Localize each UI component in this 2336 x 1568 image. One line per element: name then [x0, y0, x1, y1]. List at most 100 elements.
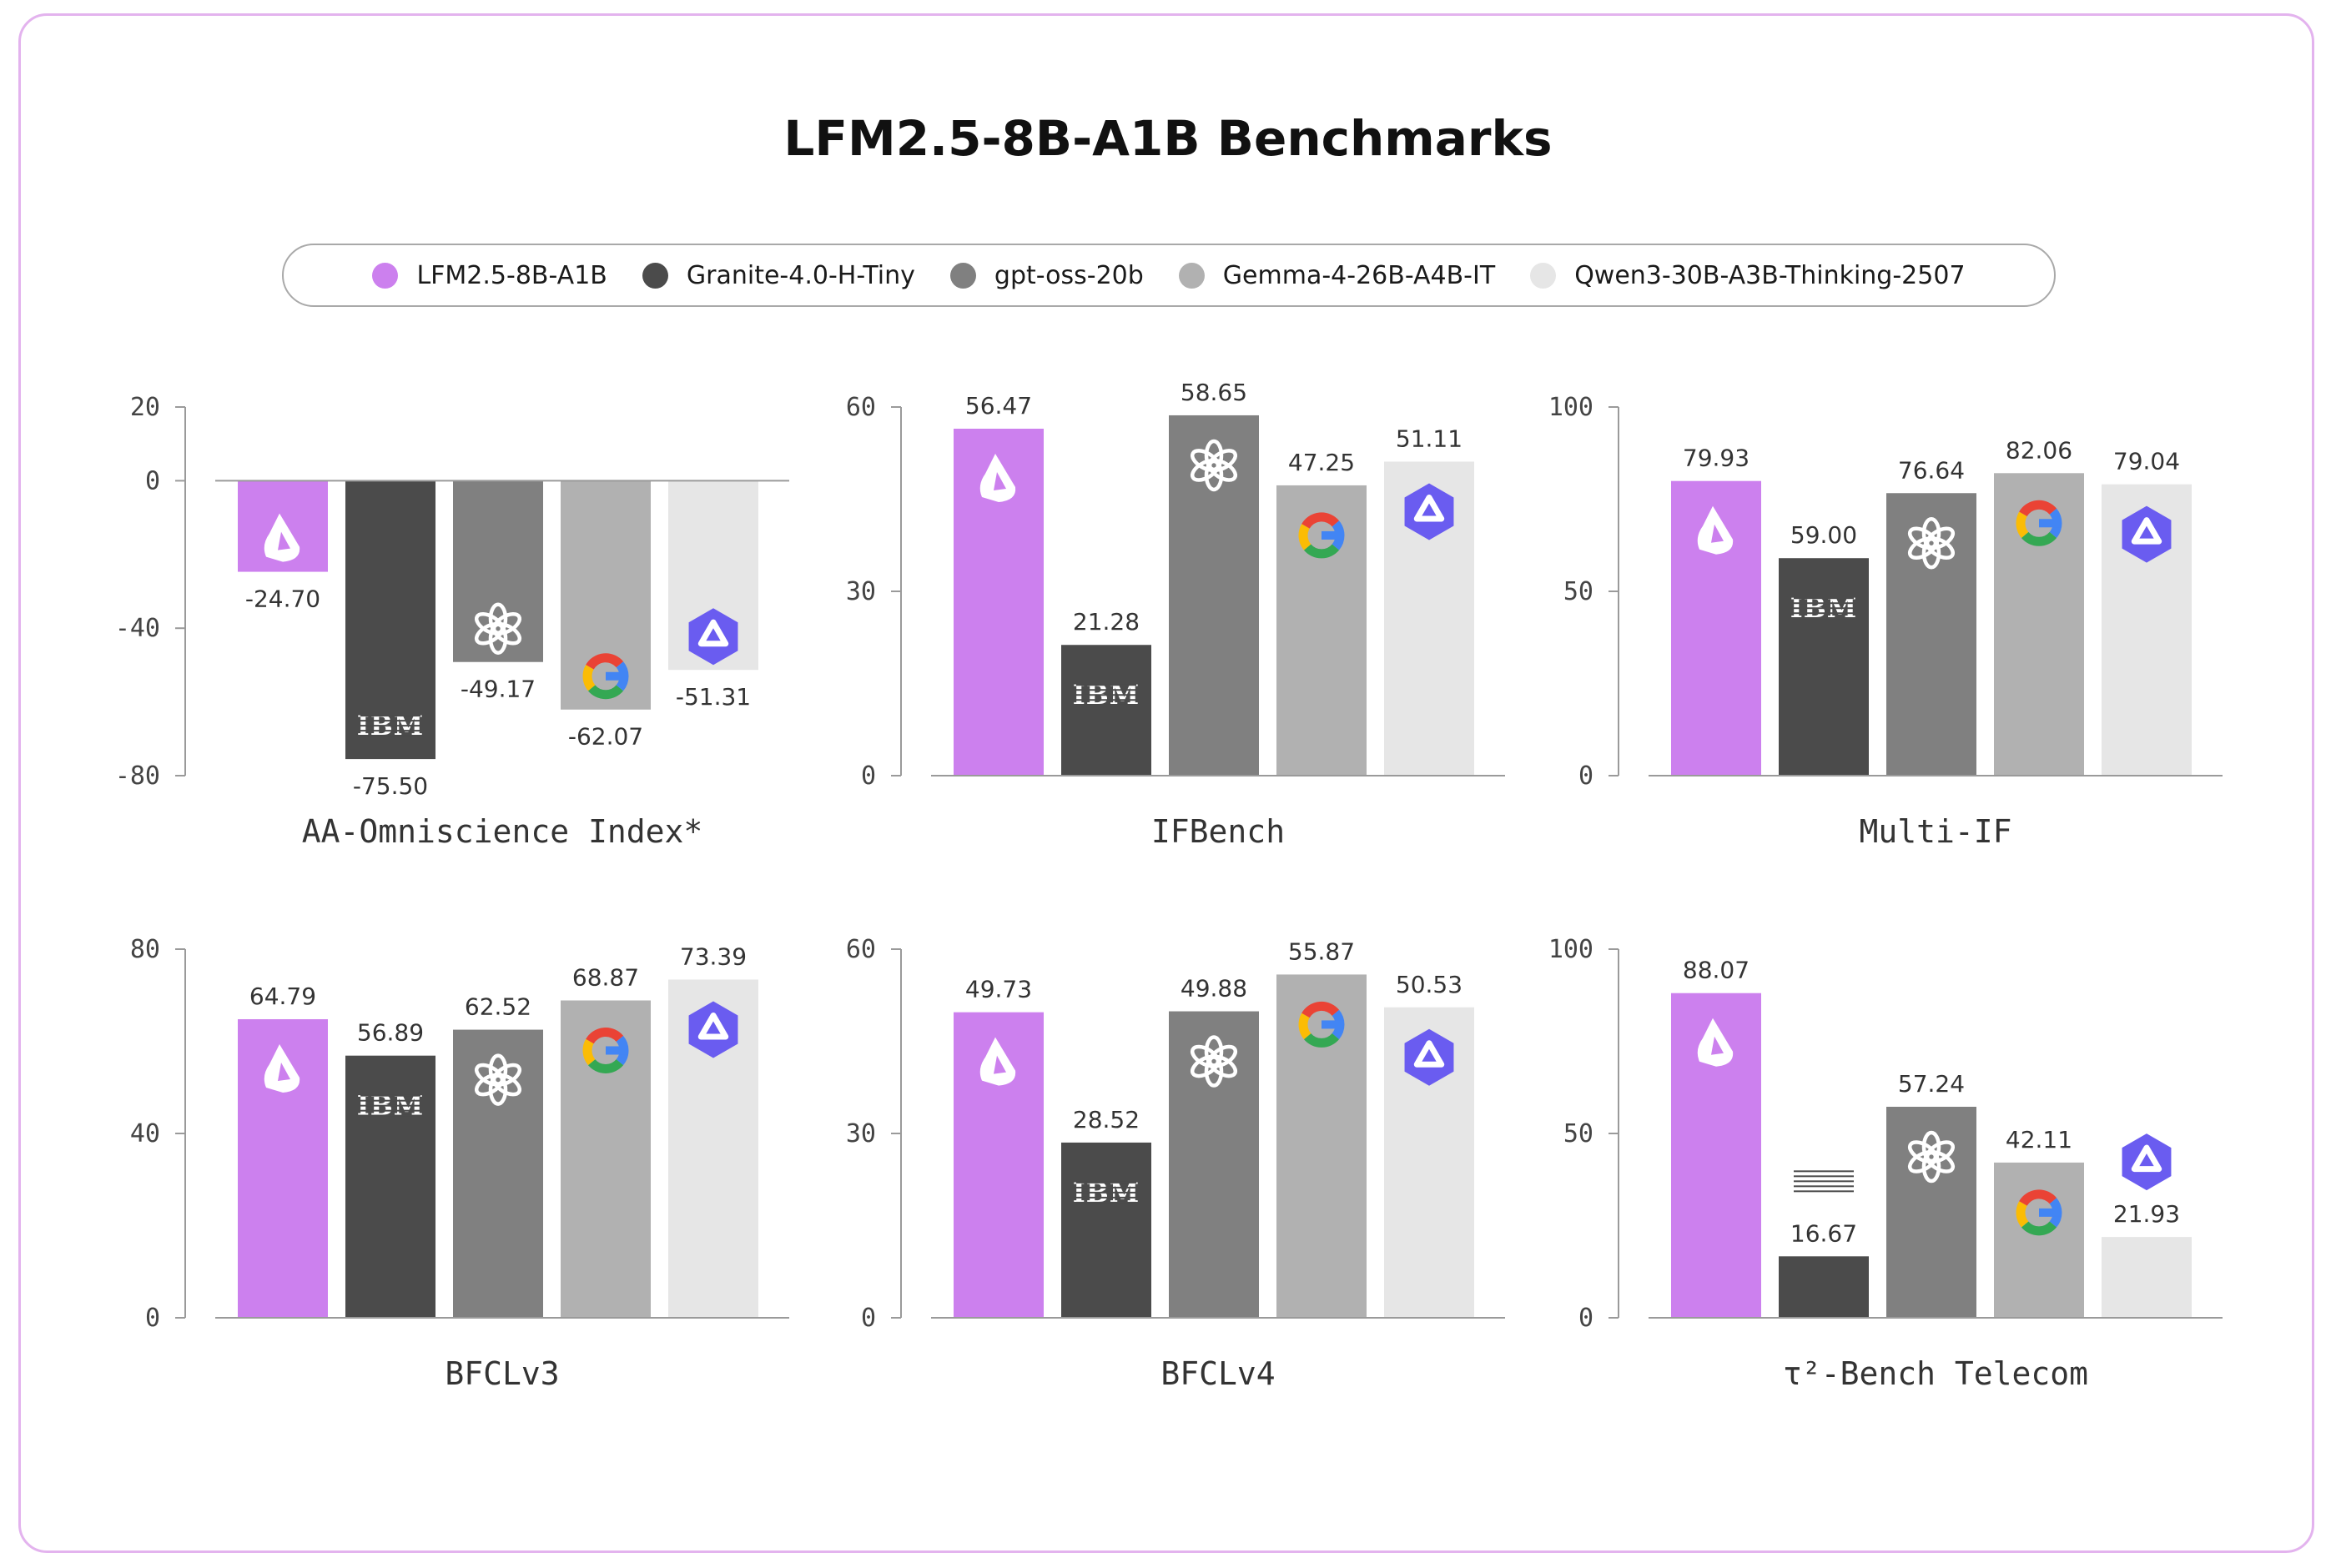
bar-value-label: 76.64 — [1898, 456, 1965, 484]
y-tick-label: 20 — [130, 393, 160, 422]
bar — [1276, 974, 1367, 1318]
openai-logo-icon — [1190, 1035, 1238, 1088]
y-tick-label: -80 — [115, 761, 160, 791]
liquid-logo-icon — [1697, 505, 1734, 555]
qwen-logo-icon — [688, 608, 738, 666]
bar — [1779, 558, 1869, 776]
bar-value-label: 16.67 — [1790, 1219, 1857, 1247]
y-tick-label: 100 — [1548, 393, 1593, 422]
bar-value-label: 49.73 — [965, 976, 1032, 1003]
openai-logo-icon — [1190, 439, 1238, 492]
legend-label: Qwen3-30B-A3B-Thinking-2507 — [1574, 260, 1966, 290]
bar-value-label: 56.47 — [965, 392, 1032, 420]
y-tick-label: 0 — [1578, 761, 1593, 791]
bar — [1994, 473, 2084, 776]
qwen-logo-icon — [688, 1001, 738, 1058]
legend-item-qwen: Qwen3-30B-A3B-Thinking-2507 — [1530, 260, 1966, 290]
legend-item-gpt-oss: gpt-oss-20b — [949, 260, 1144, 290]
bar — [1886, 1106, 1976, 1318]
bar-value-label: 58.65 — [1181, 379, 1247, 406]
bar-value-label: 55.87 — [1288, 937, 1355, 965]
legend-label: gpt-oss-20b — [994, 260, 1144, 290]
openai-logo-icon — [474, 602, 522, 655]
bar-value-label: 82.06 — [2006, 436, 2072, 464]
bar-value-label: -75.50 — [353, 772, 428, 800]
bar — [345, 480, 435, 760]
chart-panel: 20 0 -40 -80 -24.70 IBM -75.50 -49.17 -62.07 -51.… — [115, 393, 789, 850]
bar-value-label: 79.04 — [2113, 448, 2180, 475]
legend-swatch — [949, 262, 976, 289]
y-tick-label: 50 — [1563, 1119, 1593, 1148]
ibm-logo-icon: IBM — [1790, 592, 1856, 624]
chart-panel: 60 30 0 56.47 IBM 21.28 58.65 47.25 51.11 IFBench — [846, 379, 1505, 850]
bar — [2102, 1237, 2192, 1318]
qwen-logo-icon — [1404, 483, 1454, 540]
chart-subtitle: Multi-IF — [1859, 813, 2011, 850]
google-logo-icon — [1298, 1001, 1345, 1048]
bar-value-label: 79.93 — [1683, 445, 1749, 472]
liquid-logo-icon — [979, 454, 1016, 503]
openai-logo-icon — [1907, 517, 1956, 570]
y-tick-label: 40 — [130, 1119, 160, 1148]
bar — [1994, 1162, 2084, 1318]
chart-panel: 60 30 0 49.73 IBM 28.52 49.88 55.87 50.53 BFCLv4 — [846, 935, 1505, 1392]
bar-value-label: -49.17 — [461, 676, 536, 703]
bar-value-label: 47.25 — [1288, 449, 1355, 476]
bar-value-label: 28.52 — [1073, 1106, 1140, 1133]
legend: LFM2.5-8B-A1B Granite-4.0-H-Tiny gpt-oss… — [282, 244, 2056, 307]
y-tick-label: 0 — [861, 761, 876, 791]
google-logo-icon — [2016, 500, 2062, 546]
qwen-logo-icon — [2122, 505, 2172, 563]
liquid-logo-icon — [979, 1037, 1016, 1086]
bar — [1779, 1256, 1869, 1318]
chart-subtitle: τ²-Bench Telecom — [1783, 1355, 2088, 1392]
bar-value-label: -24.70 — [245, 585, 320, 613]
bar-value-label: 56.89 — [357, 1019, 424, 1047]
bar-value-label: 21.93 — [2113, 1200, 2180, 1228]
bar-value-label: 62.52 — [465, 993, 531, 1021]
ibm-logo-icon: IBM — [1073, 679, 1139, 711]
bar-value-label: 68.87 — [572, 963, 639, 991]
google-logo-icon — [582, 1028, 629, 1073]
y-tick-label: 80 — [130, 935, 160, 964]
bar-value-label: -51.31 — [676, 683, 751, 711]
ibm-logo-icon: IBM — [1073, 1177, 1139, 1209]
liquid-logo-icon — [264, 1044, 300, 1093]
bar-value-label: 59.00 — [1790, 521, 1857, 549]
y-tick-label: 30 — [846, 577, 876, 606]
legend-label: LFM2.5-8B-A1B — [416, 260, 607, 290]
chart-subtitle: IFBench — [1151, 813, 1285, 850]
bar-value-label: 49.88 — [1181, 975, 1247, 1003]
bar-value-label: 50.53 — [1396, 971, 1463, 998]
bar-value-label: 21.28 — [1073, 608, 1140, 636]
legend-label: Gemma-4-26B-A4B-IT — [1222, 260, 1496, 290]
y-tick-label: 0 — [145, 466, 160, 495]
y-tick-label: 0 — [145, 1304, 160, 1333]
liquid-logo-icon — [1697, 1018, 1734, 1067]
bar — [561, 480, 651, 710]
legend-label: Granite-4.0-H-Tiny — [686, 260, 915, 290]
y-tick-label: 100 — [1548, 935, 1593, 964]
legend-item-lfm: LFM2.5-8B-A1B — [372, 261, 607, 290]
y-tick-label: 0 — [861, 1304, 876, 1333]
y-tick-label: 60 — [846, 935, 876, 964]
bar — [1276, 485, 1367, 776]
chart-subtitle: BFCLv3 — [445, 1355, 559, 1392]
google-logo-icon — [2016, 1189, 2062, 1236]
bar — [1169, 1011, 1259, 1318]
y-tick-label: 50 — [1563, 577, 1593, 606]
bar — [1061, 1142, 1151, 1318]
chart-panel: 100 50 0 79.93 IBM 59.00 76.64 82.06 79.04 Multi-… — [1548, 393, 2223, 850]
chart-panel: 80 40 0 64.79 IBM 56.89 62.52 68.87 73.39 BFCLv3 — [130, 935, 789, 1392]
bar — [345, 1055, 435, 1318]
chart-panel: 100 50 0 88.07 IBM 16.67 57.24 42.11 21.93 τ²-Ben… — [1548, 935, 2223, 1392]
y-tick-label: 60 — [846, 393, 876, 422]
bar-value-label: 73.39 — [680, 943, 747, 971]
y-tick-label: 0 — [1578, 1304, 1593, 1333]
legend-item-gemma: Gemma-4-26B-A4B-IT — [1178, 260, 1496, 290]
liquid-logo-icon — [264, 513, 300, 562]
ibm-logo-icon: IBM — [357, 710, 423, 741]
bar — [1061, 645, 1151, 776]
y-tick-label: -40 — [115, 614, 160, 643]
